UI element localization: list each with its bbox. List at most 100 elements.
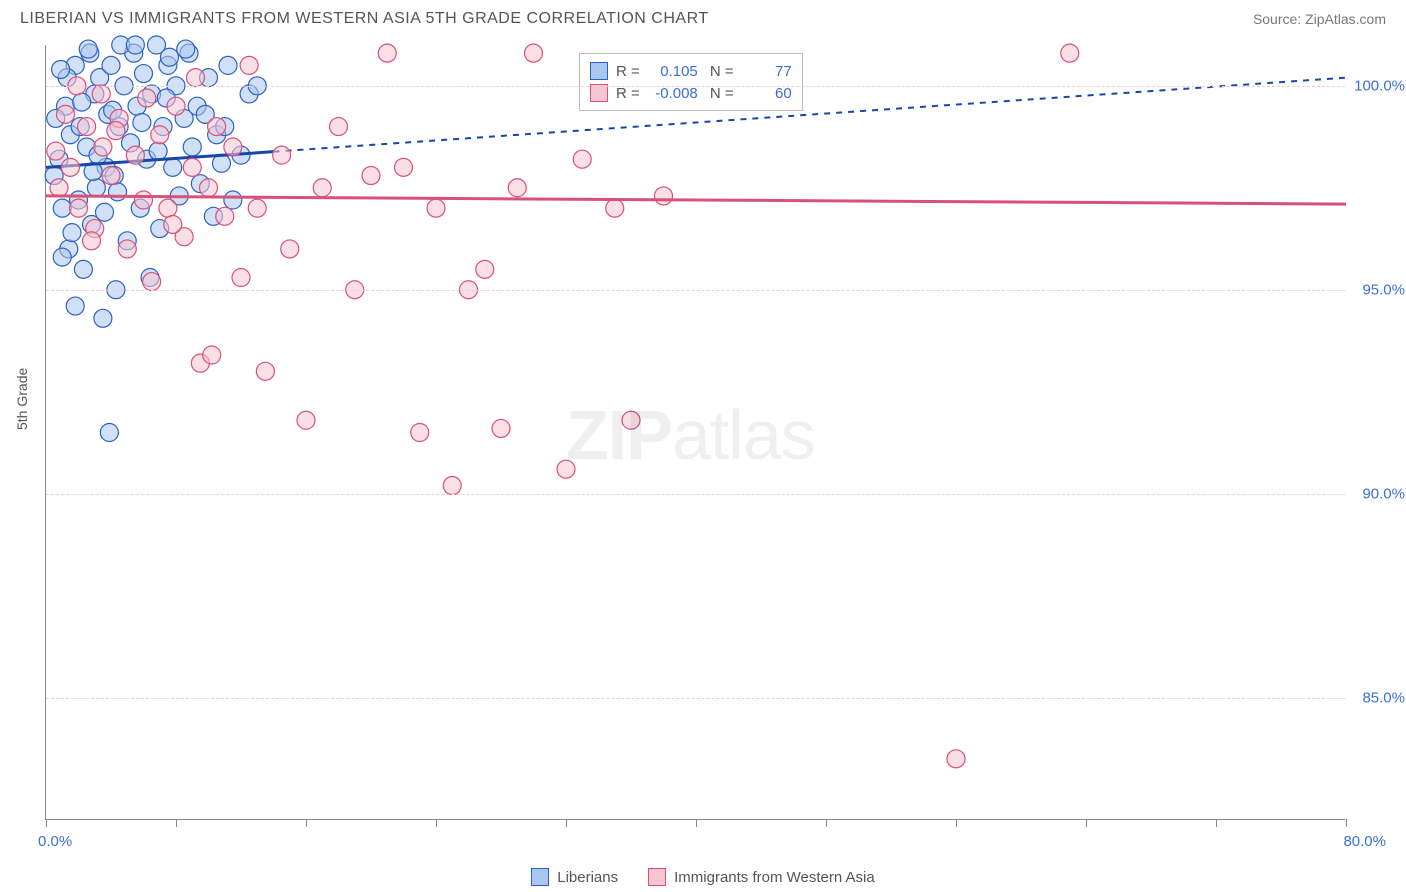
data-point xyxy=(63,224,81,242)
x-axis-min-label: 0.0% xyxy=(38,833,72,850)
data-point xyxy=(187,69,205,87)
data-point xyxy=(133,114,151,132)
n-label: N = xyxy=(706,63,734,80)
data-point xyxy=(330,118,348,136)
legend-item: Liberians xyxy=(531,868,618,886)
data-point xyxy=(203,346,221,364)
data-point xyxy=(219,56,237,74)
data-point xyxy=(149,142,167,160)
gridline xyxy=(46,86,1345,87)
data-point xyxy=(164,158,182,176)
data-point xyxy=(1061,44,1079,62)
gridline xyxy=(46,494,1345,495)
data-point xyxy=(143,273,161,291)
data-point xyxy=(183,158,201,176)
data-point xyxy=(52,60,70,78)
data-point xyxy=(224,191,242,209)
y-tick-label: 85.0% xyxy=(1362,689,1405,706)
chart-title: LIBERIAN VS IMMIGRANTS FROM WESTERN ASIA… xyxy=(20,10,709,28)
data-point xyxy=(362,167,380,185)
y-tick-label: 95.0% xyxy=(1362,281,1405,298)
x-tick xyxy=(46,819,47,827)
data-point xyxy=(92,85,110,103)
data-point xyxy=(138,89,156,107)
gridline xyxy=(46,698,1345,699)
x-tick xyxy=(1216,819,1217,827)
data-point xyxy=(151,126,169,144)
data-point xyxy=(281,240,299,258)
data-point xyxy=(248,199,266,217)
data-point xyxy=(126,36,144,54)
data-point xyxy=(655,187,673,205)
source-label: Source: ZipAtlas.com xyxy=(1253,11,1386,27)
x-tick xyxy=(696,819,697,827)
data-point xyxy=(135,191,153,209)
data-point xyxy=(83,232,101,250)
legend-stat-row: R =0.105 N =77 xyxy=(590,60,792,82)
data-point xyxy=(94,138,112,156)
n-value: 60 xyxy=(742,85,792,102)
trend-line-dashed xyxy=(274,78,1347,152)
data-point xyxy=(50,179,68,197)
data-point xyxy=(167,97,185,115)
gridline xyxy=(46,290,1345,291)
data-point xyxy=(256,362,274,380)
data-point xyxy=(573,150,591,168)
data-point xyxy=(427,199,445,217)
y-axis-title: 5th Grade xyxy=(14,368,30,430)
data-point xyxy=(66,297,84,315)
data-point xyxy=(87,179,105,197)
data-point xyxy=(78,118,96,136)
data-point xyxy=(61,158,79,176)
data-point xyxy=(94,309,112,327)
data-point xyxy=(208,118,226,136)
data-point xyxy=(443,477,461,495)
data-point xyxy=(102,167,120,185)
data-point xyxy=(73,93,91,111)
data-point xyxy=(622,411,640,429)
data-point xyxy=(70,199,88,217)
x-tick xyxy=(306,819,307,827)
data-point xyxy=(508,179,526,197)
legend-swatch xyxy=(648,868,666,886)
x-tick xyxy=(826,819,827,827)
data-point xyxy=(100,424,118,442)
legend-label: Liberians xyxy=(557,869,618,886)
scatter-plot-svg xyxy=(46,45,1345,819)
data-point xyxy=(273,146,291,164)
x-tick xyxy=(1086,819,1087,827)
data-point xyxy=(240,56,258,74)
data-point xyxy=(53,199,71,217)
data-point xyxy=(476,260,494,278)
data-point xyxy=(57,105,75,123)
data-point xyxy=(606,199,624,217)
correlation-legend: R =0.105 N =77R =-0.008 N =60 xyxy=(579,53,803,111)
x-tick xyxy=(1346,819,1347,827)
data-point xyxy=(395,158,413,176)
legend-swatch xyxy=(590,62,608,80)
legend-swatch xyxy=(531,868,549,886)
data-point xyxy=(297,411,315,429)
data-point xyxy=(161,48,179,66)
x-axis-max-label: 80.0% xyxy=(1343,833,1386,850)
x-tick xyxy=(566,819,567,827)
data-point xyxy=(378,44,396,62)
data-point xyxy=(135,65,153,83)
data-point xyxy=(313,179,331,197)
data-point xyxy=(47,142,65,160)
r-label: R = xyxy=(616,85,640,102)
data-point xyxy=(224,138,242,156)
n-value: 77 xyxy=(742,63,792,80)
series-legend: Liberians Immigrants from Western Asia xyxy=(0,868,1406,886)
x-tick xyxy=(956,819,957,827)
legend-item: Immigrants from Western Asia xyxy=(648,868,875,886)
y-tick-label: 90.0% xyxy=(1362,485,1405,502)
data-point xyxy=(232,269,250,287)
data-point xyxy=(557,460,575,478)
data-point xyxy=(411,424,429,442)
x-tick xyxy=(436,819,437,827)
data-point xyxy=(107,122,125,140)
n-label: N = xyxy=(706,85,734,102)
data-point xyxy=(79,40,97,58)
data-point xyxy=(525,44,543,62)
